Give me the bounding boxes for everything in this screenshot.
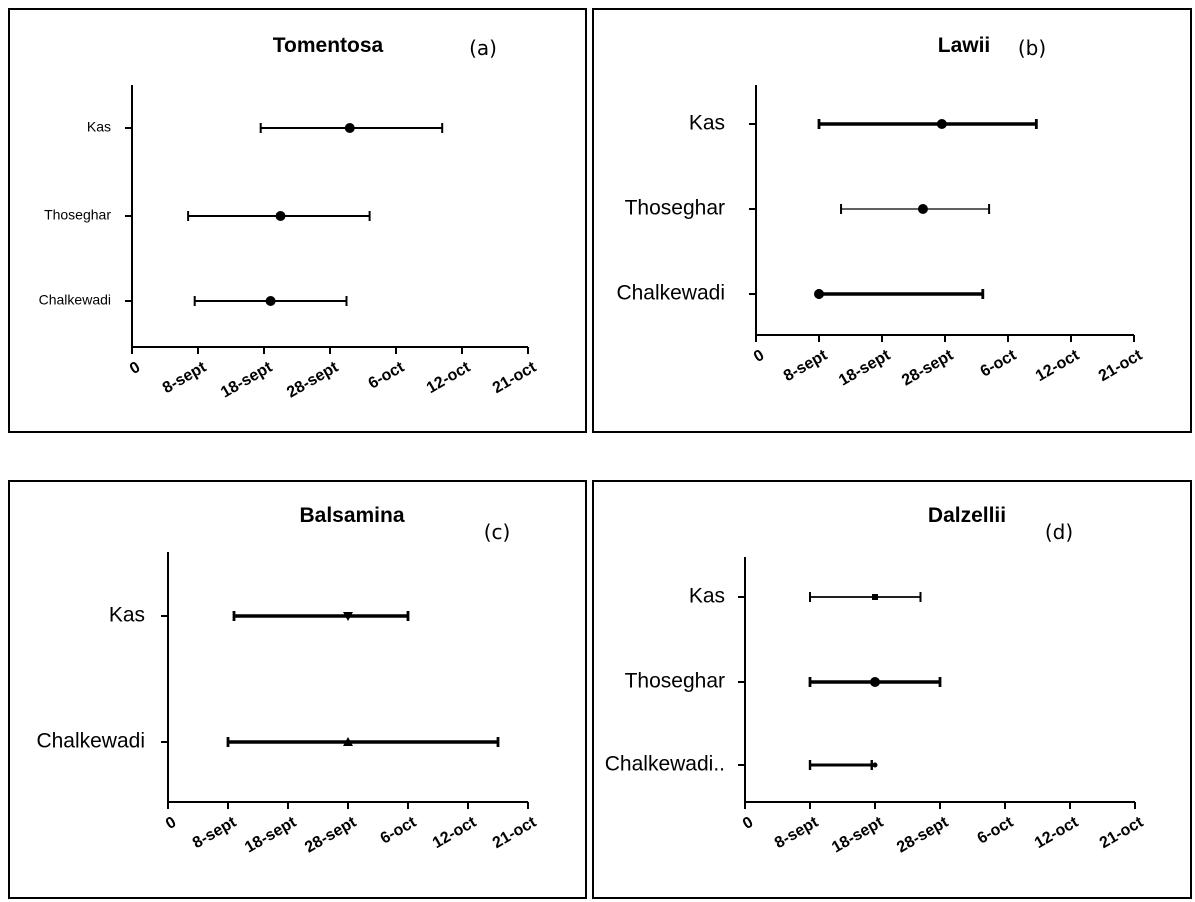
- x-tick-label: 12-oct: [424, 358, 474, 397]
- x-tick-label: 6-oct: [978, 346, 1020, 380]
- data-point-marker: [917, 204, 928, 214]
- x-tick-label: 0: [751, 347, 767, 366]
- x-tick-label: 12-oct: [1033, 346, 1083, 385]
- chart-panel-d: Dalzellii (d) 0 8-sept 18-sept 28-sept 6-oct…: [592, 480, 1192, 899]
- x-tick-label: 21-oct: [1096, 346, 1146, 385]
- x-tick-label: 18-sept: [836, 346, 894, 389]
- chart-title: Lawii: [937, 34, 991, 57]
- chart-title: Tomentosa: [272, 34, 384, 57]
- data-point-marker: [265, 296, 276, 306]
- x-tick-label: 8-sept: [772, 813, 822, 852]
- y-category-label: Kas: [689, 585, 725, 608]
- data-point-marker: [936, 119, 947, 129]
- x-tick-label: 12-oct: [1032, 813, 1082, 852]
- x-tick-label: 21-oct: [490, 813, 540, 852]
- x-tick-label: 18-sept: [242, 813, 300, 856]
- chart-title: Dalzellii: [927, 504, 1007, 527]
- y-category-label: Kas: [109, 604, 145, 627]
- chart-plot: 0 8-sept 18-sept 28-sept 6-oct 12-oct 21-oct Ka…: [605, 557, 1147, 856]
- x-tick-label: 18-sept: [829, 813, 887, 856]
- x-tick-label: 6-oct: [378, 813, 420, 847]
- y-category-label: Chalkewadi: [39, 292, 111, 308]
- x-tick-label: 21-oct: [1097, 813, 1147, 852]
- x-tick-label: 28-sept: [302, 813, 360, 856]
- data-point-marker: [872, 594, 878, 600]
- y-category-label: Chalkewadi: [616, 282, 725, 305]
- x-tick-label: 6-oct: [366, 358, 408, 392]
- y-category-label: Thoseghar: [625, 670, 725, 693]
- x-tick-label: 28-sept: [899, 346, 957, 389]
- x-tick-label: 28-sept: [284, 358, 342, 401]
- chart-title: Balsamina: [299, 504, 405, 527]
- chart-plot: 0 8-sept 18-sept 28-sept 6-oct 12-oct 21-oct Ka…: [36, 552, 540, 856]
- x-tick-label: 8-sept: [190, 813, 240, 852]
- panel-label: (a): [469, 36, 497, 60]
- panel-label: (b): [1017, 36, 1047, 60]
- x-tick-label: 21-oct: [490, 358, 540, 397]
- y-category-label: Chalkewadi..: [605, 753, 725, 776]
- x-tick-label: 0: [163, 814, 179, 833]
- x-tick-label: 8-sept: [781, 346, 831, 385]
- data-point-marker: [870, 677, 880, 687]
- data-point-marker: [814, 289, 824, 299]
- y-category-label: Kas: [689, 112, 725, 135]
- panel-label: (c): [483, 520, 511, 544]
- chart-panel-a: Tomentosa (a) 0 8-sept 18-sept 28-sept 6-oct…: [8, 8, 587, 433]
- x-tick-label: 28-sept: [894, 813, 952, 856]
- x-tick-label: 0: [740, 814, 756, 833]
- data-point-marker: [343, 737, 353, 746]
- chart-panel-b: Lawii (b) 0 8-sept 18-sept 28-sept 6-oct 12-o…: [592, 8, 1192, 433]
- x-tick-label: 0: [127, 359, 143, 378]
- y-category-label: Thoseghar: [44, 207, 111, 223]
- data-point-marker: [872, 762, 878, 768]
- y-category-label: Chalkewadi: [36, 730, 145, 753]
- x-tick-label: 18-sept: [218, 358, 276, 401]
- y-category-label: Thoseghar: [625, 197, 725, 220]
- chart-panel-c: Balsamina (c) 0 8-sept 18-sept 28-sept 6-oct…: [8, 480, 587, 899]
- data-point-marker: [344, 123, 355, 133]
- chart-plot: 0 8-sept 18-sept 28-sept 6-oct 12-oct 21-oct Ka…: [39, 85, 540, 401]
- x-tick-label: 8-sept: [160, 358, 210, 397]
- x-tick-label: 6-oct: [975, 813, 1017, 847]
- data-point-marker: [275, 211, 286, 221]
- y-category-label: Kas: [87, 119, 111, 135]
- chart-plot: 0 8-sept 18-sept 28-sept 6-oct 12-oct 21-oct Ka…: [616, 85, 1146, 389]
- panel-label: (d): [1044, 520, 1074, 544]
- x-tick-label: 12-oct: [430, 813, 480, 852]
- data-point-marker: [343, 612, 353, 621]
